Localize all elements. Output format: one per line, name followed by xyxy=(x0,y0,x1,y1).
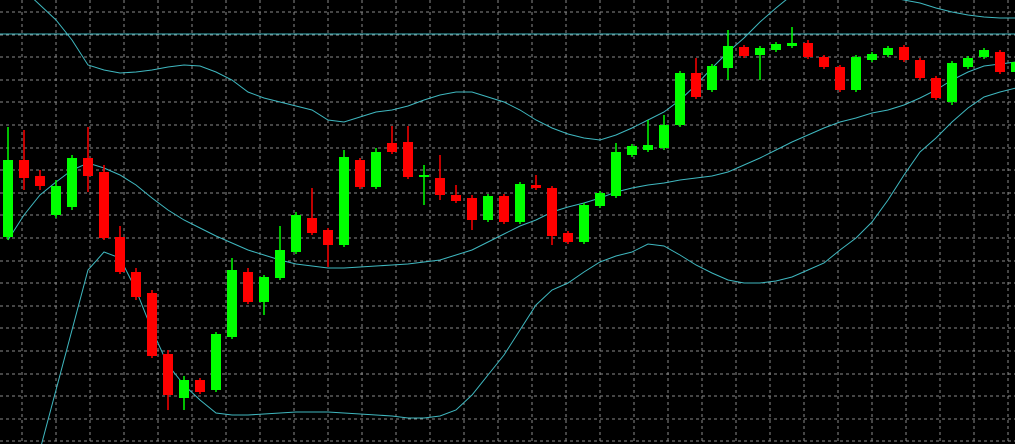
candle-body xyxy=(83,158,93,176)
candle-body xyxy=(67,158,77,207)
candle-body xyxy=(595,193,605,206)
candle-body xyxy=(979,50,989,57)
band-line xyxy=(7,61,1015,269)
candle-body xyxy=(563,233,573,242)
candle-body xyxy=(915,60,925,78)
band-line xyxy=(33,0,1015,141)
candle-body xyxy=(579,205,589,242)
candle-body xyxy=(739,47,749,56)
candle-body xyxy=(947,63,957,102)
band-line xyxy=(41,87,1015,444)
candle-body xyxy=(99,172,109,238)
candle-body xyxy=(883,48,893,55)
candle-body xyxy=(419,175,429,177)
candle-body xyxy=(355,160,365,187)
candle-body xyxy=(675,73,685,125)
candle-body xyxy=(451,195,461,201)
candle-body xyxy=(771,44,781,50)
candle-body xyxy=(291,215,301,252)
candle-body xyxy=(707,66,717,90)
candle-body xyxy=(339,157,349,245)
candle-body xyxy=(995,52,1005,72)
candle-body xyxy=(323,230,333,245)
candle-body xyxy=(755,48,765,55)
candle-body xyxy=(163,354,173,395)
candle-body xyxy=(371,152,381,187)
candle-body xyxy=(19,160,29,178)
candle-body xyxy=(3,160,13,237)
candle-body xyxy=(547,188,557,236)
candle-body xyxy=(467,198,477,220)
candle-body xyxy=(899,47,909,60)
candle-body xyxy=(963,58,973,67)
candle-body xyxy=(307,218,317,233)
candle-body xyxy=(851,57,861,90)
candle-body xyxy=(803,43,813,57)
candle-body xyxy=(515,184,525,222)
candle-body xyxy=(387,143,397,152)
candle-body xyxy=(483,196,493,220)
candle-body xyxy=(627,146,637,155)
candle-body xyxy=(51,186,61,215)
candle-body xyxy=(35,176,45,186)
candle-body xyxy=(723,46,733,68)
candle-body xyxy=(227,270,237,337)
candle-body xyxy=(179,380,189,398)
candle-body xyxy=(819,57,829,67)
candle-body xyxy=(931,78,941,98)
candle-body xyxy=(435,178,445,195)
candle-body xyxy=(1011,62,1015,72)
candle-body xyxy=(403,142,413,177)
candle-body xyxy=(867,54,877,60)
candle-body xyxy=(243,272,253,302)
candle-body xyxy=(211,334,221,390)
candle-body xyxy=(531,185,541,188)
candle-body xyxy=(147,293,157,356)
candle-body xyxy=(259,277,269,302)
candle-body xyxy=(659,125,669,148)
candle-body xyxy=(131,272,141,297)
candle-body xyxy=(499,196,509,222)
candle-body xyxy=(611,152,621,196)
candle-body xyxy=(787,43,797,46)
candle-body xyxy=(643,145,653,150)
candle-body xyxy=(115,237,125,272)
candle-body xyxy=(195,380,205,392)
candle-body xyxy=(691,73,701,97)
candle-body xyxy=(275,250,285,278)
candle-body xyxy=(835,67,845,90)
